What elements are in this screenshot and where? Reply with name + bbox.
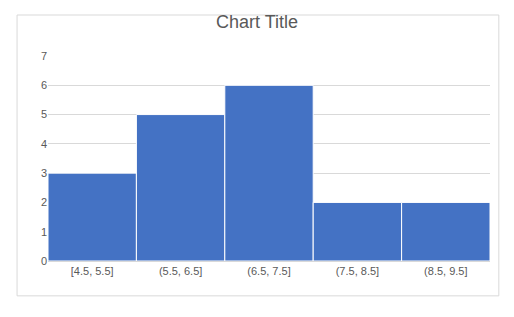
svg-text:4: 4 [41, 138, 47, 150]
svg-text:7: 7 [41, 50, 47, 62]
svg-text:0: 0 [41, 255, 47, 267]
svg-text:Chart Title: Chart Title [216, 12, 298, 32]
svg-text:3: 3 [41, 167, 47, 179]
svg-text:[4.5, 5.5]: [4.5, 5.5] [71, 265, 114, 277]
svg-text:(7.5, 8.5]: (7.5, 8.5] [336, 265, 379, 277]
svg-text:1: 1 [41, 226, 47, 238]
svg-text:(8.5, 9.5]: (8.5, 9.5] [424, 265, 467, 277]
svg-text:(5.5, 6.5]: (5.5, 6.5] [159, 265, 202, 277]
svg-text:(6.5, 7.5]: (6.5, 7.5] [247, 265, 290, 277]
svg-text:6: 6 [41, 79, 47, 91]
svg-text:2: 2 [41, 196, 47, 208]
svg-text:5: 5 [41, 108, 47, 120]
